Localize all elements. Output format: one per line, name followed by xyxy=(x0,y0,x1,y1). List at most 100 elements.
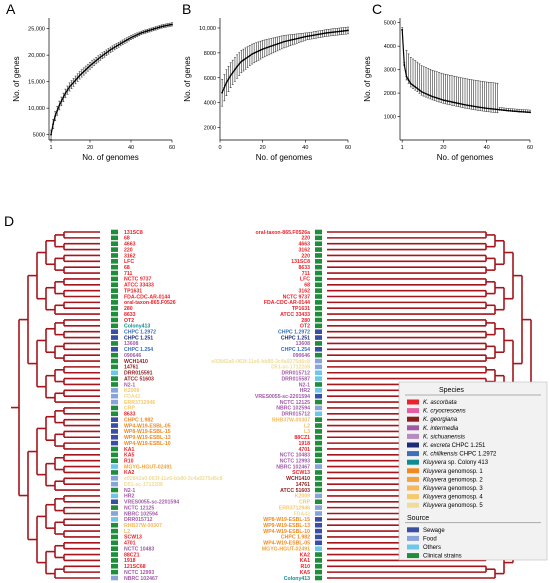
source-marker xyxy=(315,522,322,528)
source-marker xyxy=(315,288,322,293)
panel-letter-b: B xyxy=(182,1,191,17)
source-marker xyxy=(111,452,118,458)
source-marker xyxy=(315,528,322,534)
leaf-label: MGYG-HGUT-02491 xyxy=(262,546,310,552)
leaf-label: KA5 xyxy=(124,453,134,459)
leaf-label: DRR015712 xyxy=(281,371,310,377)
source-marker xyxy=(111,464,118,469)
leaf-label: N2-1 xyxy=(124,382,135,388)
leaf-label: KA2 xyxy=(300,552,310,558)
source-marker xyxy=(315,476,322,481)
source-marker xyxy=(315,464,322,469)
leaf-label: WCH1410 xyxy=(286,476,310,482)
leaf-label: ATCC 33433 xyxy=(280,312,310,318)
leaf-label: 280 xyxy=(124,306,133,312)
source-marker xyxy=(111,399,118,405)
y-tick-label: 2000 xyxy=(204,126,216,132)
leaf-label: 8633 xyxy=(124,412,136,418)
source-marker xyxy=(111,487,118,493)
leaf-label: 280 xyxy=(301,318,310,324)
leaf-label: CHPC 1.251 xyxy=(124,335,153,341)
source-marker xyxy=(315,411,322,417)
leaf-label: CRP xyxy=(124,406,135,412)
source-marker xyxy=(315,382,322,387)
source-marker xyxy=(111,481,118,487)
leaf-label: N2-1 xyxy=(299,382,310,388)
source-marker xyxy=(111,282,118,288)
y-axis-title: No. of genes xyxy=(12,56,21,101)
y-tick-label: 25,000 xyxy=(28,27,45,33)
leaf-label: 3162 xyxy=(298,288,310,294)
leaf-label: 090646 xyxy=(293,353,310,359)
legend-item-label: K. georgiana xyxy=(423,417,458,423)
leaf-label: L2 xyxy=(124,529,130,535)
leaf-label: RHB37W-00307 xyxy=(272,417,310,423)
source-marker xyxy=(315,282,322,288)
source-marker xyxy=(315,417,322,422)
legend-item-label: Kluyvera genomosp. 4 xyxy=(423,495,483,501)
source-marker xyxy=(315,376,322,381)
leaf-label: CHPC 1.254 xyxy=(281,347,310,353)
legend-source-label: Others xyxy=(423,545,441,551)
leaf-label: NCTC 9737 xyxy=(124,277,152,283)
source-marker xyxy=(315,329,322,334)
source-marker xyxy=(111,253,118,258)
y-tick-label: 15,000 xyxy=(28,80,45,86)
leaf-label: Colony413 xyxy=(124,324,150,330)
source-marker xyxy=(111,376,118,381)
source-marker xyxy=(315,294,322,299)
legend-swatch xyxy=(407,442,419,448)
source-marker xyxy=(111,264,118,270)
chart-c: 1 20 40 60 1000 2000 3000 4000 5000 No. of genome… xyxy=(363,18,533,162)
leaf-label: NCTC 12993 xyxy=(124,570,154,576)
legend-swatch xyxy=(407,494,419,500)
source-marker xyxy=(111,259,118,264)
leaf-label: Colony413 xyxy=(284,576,310,582)
legend-swatch xyxy=(407,425,419,431)
source-marker xyxy=(111,575,118,581)
source-marker xyxy=(111,440,118,446)
source-marker xyxy=(315,405,322,411)
y-tick-label: 6000 xyxy=(204,76,216,82)
series-line xyxy=(50,23,173,135)
legend-item-label: K. chilikensis CHPC 1.2972 xyxy=(423,452,497,458)
legend-source-title: Source xyxy=(407,515,429,522)
source-marker xyxy=(315,259,322,264)
leaf-label: OT2 xyxy=(300,324,310,330)
legend-item-label: K. excreta CHPC 1.251 xyxy=(423,443,486,449)
leaf-label: K2009 xyxy=(124,388,139,394)
y-tick-label: 5000 xyxy=(384,21,396,27)
source-marker xyxy=(111,563,118,569)
leaf-label: CHPC 1.2972 xyxy=(124,329,156,335)
leaf-label: NBRC 102594 xyxy=(276,406,310,412)
y-tick-label: 1000 xyxy=(384,115,396,121)
leaf-label: 220 xyxy=(301,253,310,259)
source-marker xyxy=(111,405,118,411)
legend-swatch xyxy=(407,451,419,457)
source-marker xyxy=(315,317,322,323)
source-marker xyxy=(111,446,118,452)
leaf-label: MGYG-HGUT-02491 xyxy=(124,464,172,470)
leaf-label: 14761 xyxy=(296,482,311,488)
source-marker xyxy=(111,569,118,575)
source-marker xyxy=(111,370,118,376)
source-marker xyxy=(111,341,118,346)
x-tick-label: 1 xyxy=(50,145,53,151)
leaf-label: D51-sc-1712208 xyxy=(124,482,163,488)
leaf-label: KA2 xyxy=(124,470,134,476)
legend-source-label: Clinical strains xyxy=(423,554,462,560)
leaf-label: 220 xyxy=(301,236,310,242)
source-marker xyxy=(315,563,322,569)
legend-source-label: Sewage xyxy=(423,528,445,534)
panel-letter-a: A xyxy=(6,1,16,17)
source-marker xyxy=(315,493,322,499)
source-marker xyxy=(111,546,118,551)
leaf-label: HR2 xyxy=(124,494,134,500)
legend-swatch xyxy=(407,399,419,405)
leaf-label: 14761 xyxy=(124,365,139,371)
source-marker xyxy=(111,540,118,546)
x-tick-label: 1 xyxy=(401,145,404,151)
leaf-label: 220 xyxy=(124,247,133,253)
legend-swatch xyxy=(407,433,419,439)
